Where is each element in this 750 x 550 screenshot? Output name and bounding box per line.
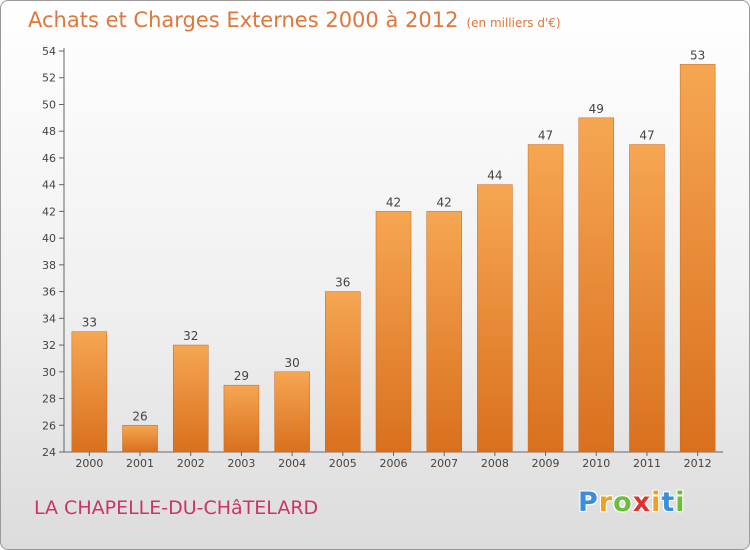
bar: [477, 184, 513, 453]
data-label: 47: [639, 129, 654, 143]
logo-letter: x: [632, 487, 652, 518]
bar: [679, 64, 716, 453]
bar: [71, 331, 108, 453]
chart-title-text: Achats et Charges Externes 2000 à 2012: [28, 8, 459, 32]
x-tick-label: 2005: [329, 457, 357, 470]
proxiti-logo: Proxiti: [578, 487, 686, 518]
commune-name: LA CHAPELLE-DU-CHâTELARD: [34, 497, 319, 519]
bar: [527, 144, 564, 453]
y-tick-label: 46: [42, 152, 56, 165]
chart-title: Achats et Charges Externes 2000 à 2012 (e…: [28, 8, 561, 32]
logo-letter: o: [613, 487, 633, 518]
data-label: 42: [386, 195, 401, 209]
y-tick-label: 38: [42, 259, 56, 272]
data-label: 26: [132, 409, 147, 423]
bar: [223, 384, 260, 453]
bar: [122, 425, 158, 453]
x-tick-label: 2012: [684, 457, 712, 470]
data-label: 49: [589, 102, 604, 116]
bar: [578, 117, 615, 453]
data-label: 30: [284, 356, 299, 370]
x-tick-label: 2010: [582, 457, 610, 470]
x-tick-label: 2002: [177, 457, 205, 470]
bar: [172, 344, 209, 453]
data-label: 33: [82, 316, 97, 330]
bar: [629, 144, 665, 453]
data-label: 47: [538, 129, 553, 143]
y-tick-label: 26: [42, 419, 56, 432]
x-tick-label: 2009: [532, 457, 560, 470]
data-label: 36: [335, 276, 350, 290]
y-tick-label: 54: [42, 45, 56, 58]
y-tick-label: 32: [42, 339, 56, 352]
y-tick-label: 34: [42, 312, 56, 325]
x-tick-label: 2003: [227, 457, 255, 470]
logo-letter: i: [651, 487, 662, 518]
y-tick-label: 42: [42, 205, 56, 218]
data-label: 44: [487, 169, 502, 183]
bar: [375, 211, 412, 453]
logo-letter: r: [598, 487, 614, 518]
y-tick-label: 24: [42, 446, 56, 459]
y-tick-label: 36: [42, 286, 56, 299]
y-tick-label: 50: [42, 98, 56, 111]
logo-letter: i: [675, 487, 686, 518]
x-tick-label: 2000: [75, 457, 103, 470]
logo-letter: t: [661, 487, 676, 518]
bar: [325, 291, 361, 453]
y-tick-label: 30: [42, 366, 56, 379]
data-label: 53: [690, 48, 705, 62]
y-tick-label: 48: [42, 125, 56, 138]
x-tick-label: 2011: [633, 457, 661, 470]
bar: [274, 371, 310, 453]
data-label: 42: [437, 195, 452, 209]
y-tick-label: 44: [42, 179, 56, 192]
x-tick-label: 2006: [380, 457, 408, 470]
y-tick-label: 52: [42, 72, 56, 85]
x-tick-label: 2001: [126, 457, 154, 470]
bar: [426, 211, 462, 453]
chart-subtitle: (en milliers d'€): [466, 16, 561, 30]
data-label: 29: [234, 369, 249, 383]
x-tick-label: 2007: [430, 457, 458, 470]
logo-letter: P: [578, 487, 599, 518]
y-tick-label: 40: [42, 232, 56, 245]
data-label: 32: [183, 329, 198, 343]
x-tick-label: 2008: [481, 457, 509, 470]
y-tick-label: 28: [42, 393, 56, 406]
x-tick-label: 2004: [278, 457, 306, 470]
